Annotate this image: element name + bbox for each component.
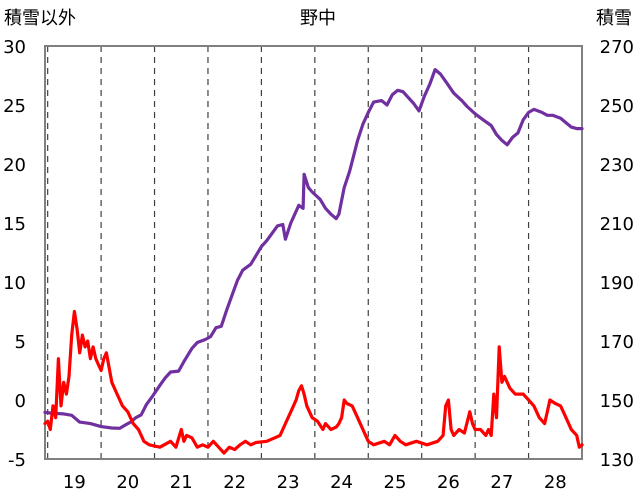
right-tick-label: 130 [600, 450, 634, 471]
left-tick-label: 5 [15, 332, 26, 353]
left-tick-label: -5 [8, 450, 26, 471]
x-tick-label: 22 [223, 472, 246, 493]
x-tick-label: 26 [437, 472, 460, 493]
left-tick-label: 0 [15, 391, 26, 412]
left-axis-label: 積雪以外 [4, 8, 76, 29]
x-tick-label: 27 [490, 472, 513, 493]
series-line-left [43, 309, 584, 455]
x-tick-labels: 19 20 21 22 23 24 25 26 27 28 [63, 472, 567, 493]
left-tick-label: 25 [3, 96, 26, 117]
right-tick-labels: 130 150 170 190 210 230 250 270 [600, 37, 634, 471]
plot-frame [44, 45, 583, 460]
x-tick-label: 21 [170, 472, 193, 493]
x-tick-label: 20 [116, 472, 139, 493]
left-tick-label: 20 [3, 155, 26, 176]
right-axis-label: 積雪 [596, 8, 632, 29]
x-tick-label: 19 [63, 472, 86, 493]
series-layer [43, 68, 584, 455]
right-tick-label: 230 [600, 155, 634, 176]
right-tick-label: 170 [600, 332, 634, 353]
right-tick-label: 190 [600, 273, 634, 294]
x-tick-label: 23 [277, 472, 300, 493]
grid-lines [47, 46, 583, 459]
x-tick-label: 28 [544, 472, 567, 493]
chart-title: 野中 [300, 8, 336, 29]
left-tick-label: 10 [3, 273, 26, 294]
left-tick-label: 15 [3, 214, 26, 235]
x-tick-label: 25 [384, 472, 407, 493]
right-tick-label: 250 [600, 96, 634, 117]
left-tick-labels: -5 0 5 10 15 20 25 30 [3, 37, 26, 471]
series-line-right [43, 68, 584, 430]
right-tick-label: 150 [600, 391, 634, 412]
left-tick-label: 30 [3, 37, 26, 58]
right-tick-label: 270 [600, 37, 634, 58]
x-tick-label: 24 [330, 472, 353, 493]
right-tick-label: 210 [600, 214, 634, 235]
